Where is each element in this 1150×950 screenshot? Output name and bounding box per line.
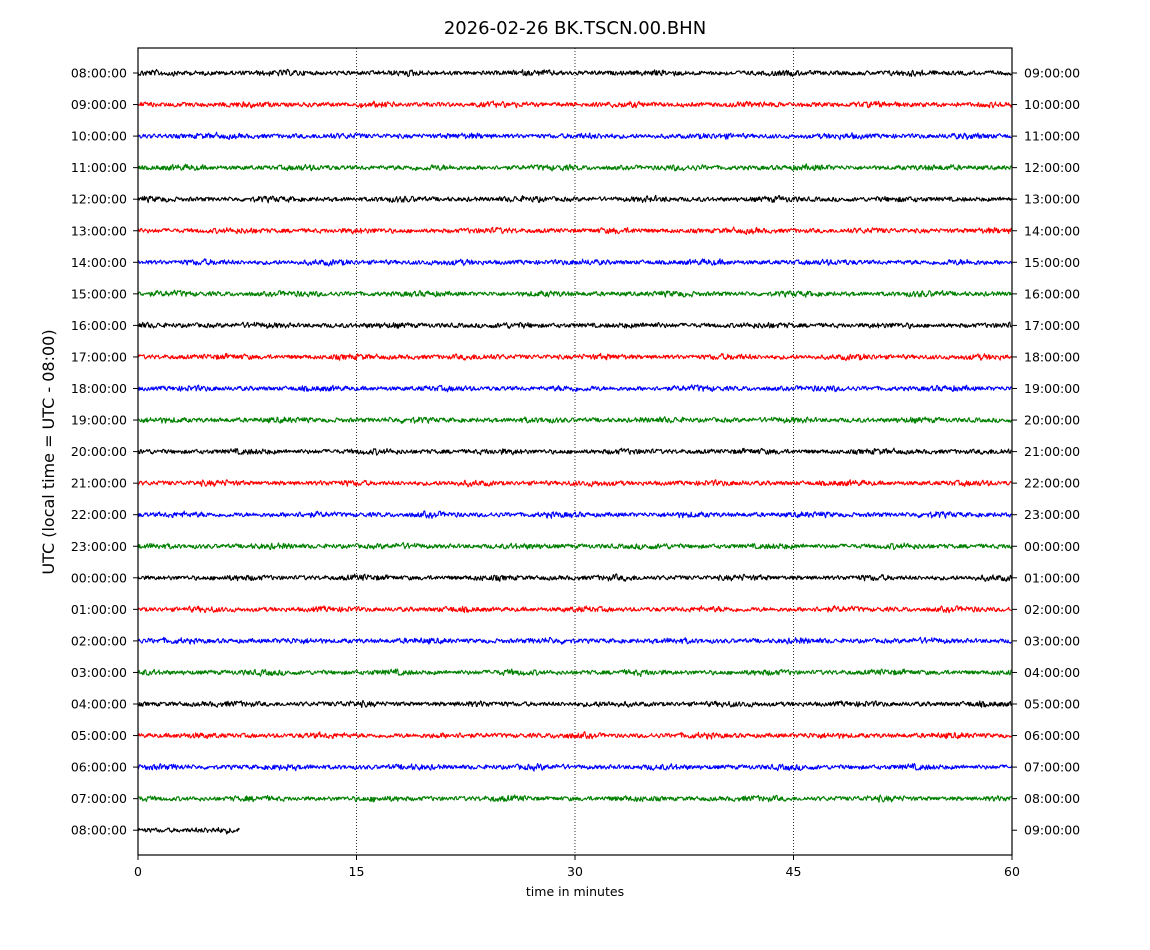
trace-row-010000	[137, 605, 1012, 614]
x-tick-label: 60	[1004, 864, 1020, 879]
y-tick-label-right: 12:00:00	[1024, 160, 1080, 175]
y-tick-label-left: 16:00:00	[71, 318, 127, 333]
y-tick-label-left: 22:00:00	[71, 507, 127, 522]
vertical-gridlines	[356, 48, 794, 855]
trace-row-070000	[137, 794, 1012, 803]
y-tick-label-right: 13:00:00	[1024, 192, 1080, 207]
y-tick-label-right: 03:00:00	[1024, 633, 1080, 648]
y-tick-label-left: 07:00:00	[71, 791, 127, 806]
trace-row-200000	[137, 447, 1012, 456]
y-tick-label-right: 16:00:00	[1024, 286, 1080, 301]
y-tick-label-right: 23:00:00	[1024, 507, 1080, 522]
trace-row-220000	[137, 510, 1013, 519]
y-tick-label-right: 14:00:00	[1024, 223, 1080, 238]
y-tick-label-left: 21:00:00	[71, 476, 127, 491]
y-tick-label-right: 17:00:00	[1024, 318, 1080, 333]
x-tick-label: 45	[786, 864, 802, 879]
trace-row-210000	[137, 479, 1012, 488]
y-axis-label: UTC (local time = UTC - 08:00)	[39, 329, 58, 574]
trace-row-090000	[137, 100, 1013, 109]
trace-row-020000	[137, 636, 1012, 645]
y-tick-label-left: 03:00:00	[71, 665, 127, 680]
y-tick-label-left: 08:00:00	[71, 66, 127, 81]
y-tick-label-left: 20:00:00	[71, 444, 127, 459]
y-tick-label-left: 15:00:00	[71, 286, 127, 301]
trace-row-180000	[137, 384, 1013, 393]
y-tick-label-left: 09:00:00	[71, 97, 127, 112]
y-tick-label-left: 11:00:00	[71, 160, 127, 175]
y-tick-label-right: 22:00:00	[1024, 476, 1080, 491]
y-tick-label-left: 06:00:00	[71, 760, 127, 775]
x-axis-ticks: 0 15 30 45 60	[134, 855, 1020, 879]
trace-row-140000	[137, 258, 1013, 267]
y-tick-label-left: 12:00:00	[71, 192, 127, 207]
trace-row-170000	[137, 352, 1013, 362]
y-axis-ticks: 08:00:00 09:00:00 09:00:00 10:00:00 10:00:00…	[71, 66, 1080, 838]
y-tick-label-right: 19:00:00	[1024, 381, 1080, 396]
y-tick-label-left: 18:00:00	[71, 381, 127, 396]
y-tick-label-left: 13:00:00	[71, 223, 127, 238]
y-tick-label-right: 08:00:00	[1024, 791, 1080, 806]
y-tick-label-left: 04:00:00	[71, 697, 127, 712]
trace-row-190000	[137, 416, 1013, 424]
y-tick-label-right: 15:00:00	[1024, 255, 1080, 270]
y-tick-label-left: 02:00:00	[71, 633, 127, 648]
y-tick-label-right: 04:00:00	[1024, 665, 1080, 680]
y-tick-label-right: 05:00:00	[1024, 697, 1080, 712]
y-tick-label-right: 21:00:00	[1024, 444, 1080, 459]
chart-title: 2026-02-26 BK.TSCN.00.BHN	[444, 18, 706, 39]
trace-row-060000	[137, 762, 1013, 772]
x-axis-label: time in minutes	[526, 884, 624, 899]
x-tick-label: 30	[567, 864, 583, 879]
y-tick-label-left: 14:00:00	[71, 255, 127, 270]
y-tick-label-right: 07:00:00	[1024, 760, 1080, 775]
y-tick-label-right: 01:00:00	[1024, 570, 1080, 585]
trace-row-030000	[137, 668, 1012, 678]
trace-row-080000	[137, 68, 1012, 78]
trace-row-110000	[137, 163, 1013, 172]
trace-row-040000	[137, 699, 1013, 709]
trace-row-230000	[137, 541, 1013, 551]
y-tick-label-right: 09:00:00	[1024, 66, 1080, 81]
trace-row-130000	[137, 226, 1013, 236]
y-tick-label-left: 23:00:00	[71, 539, 127, 554]
x-tick-label: 0	[134, 864, 142, 879]
y-tick-label-right: 20:00:00	[1024, 413, 1080, 428]
y-tick-label-right: 10:00:00	[1024, 97, 1080, 112]
trace-row-080000-partial	[137, 826, 240, 835]
trace-row-160000	[137, 321, 1013, 330]
y-tick-label-left: 17:00:00	[71, 349, 127, 364]
y-tick-label-left: 10:00:00	[71, 129, 127, 144]
y-tick-label-right: 02:00:00	[1024, 602, 1080, 617]
trace-row-050000	[137, 731, 1012, 740]
y-tick-label-left: 05:00:00	[71, 728, 127, 743]
x-tick-label: 15	[349, 864, 365, 879]
y-tick-label-right: 00:00:00	[1024, 539, 1080, 554]
y-tick-label-right: 18:00:00	[1024, 349, 1080, 364]
trace-row-100000	[137, 131, 1012, 141]
y-tick-label-left: 19:00:00	[71, 413, 127, 428]
y-tick-label-left: 00:00:00	[71, 570, 127, 585]
y-tick-label-left: 01:00:00	[71, 602, 127, 617]
y-tick-label-right: 06:00:00	[1024, 728, 1080, 743]
y-tick-label-left: 08:00:00	[71, 823, 127, 838]
trace-row-150000	[137, 289, 1012, 298]
trace-row-000000	[137, 573, 1013, 582]
trace-rows	[137, 68, 1013, 835]
y-tick-label-right: 09:00:00	[1024, 823, 1080, 838]
trace-row-120000	[137, 194, 1013, 204]
y-tick-label-right: 11:00:00	[1024, 129, 1080, 144]
